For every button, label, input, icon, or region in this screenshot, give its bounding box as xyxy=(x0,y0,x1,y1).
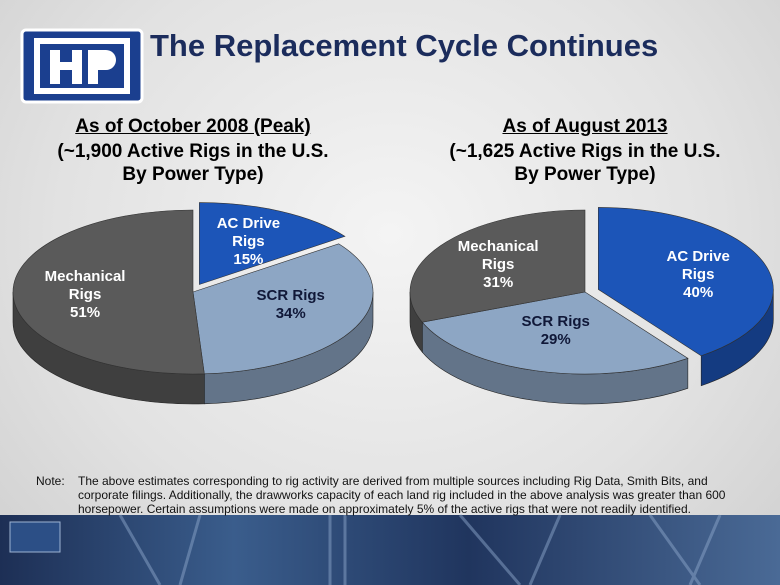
pie-slice xyxy=(409,209,586,323)
value-label: 31% xyxy=(483,274,514,292)
pie-label: SCR Rigs 29% xyxy=(508,313,604,349)
category-label: AC Drive Rigs xyxy=(666,248,730,284)
note-text: The above estimates corresponding to rig… xyxy=(78,474,726,516)
pie-label: AC Drive Rigs 15% xyxy=(200,215,296,269)
pie-slice xyxy=(598,207,774,357)
pie-slice xyxy=(192,243,374,375)
bottom-band xyxy=(0,514,780,585)
logo xyxy=(20,28,144,104)
value-label: 40% xyxy=(683,284,714,302)
note-label: Note: xyxy=(36,474,65,488)
pie-label: Mechanical Rigs 31% xyxy=(450,238,546,292)
pie-slice xyxy=(199,202,346,285)
value-label: 29% xyxy=(540,331,571,349)
category-label: SCR Rigs xyxy=(256,286,325,304)
chart-subtitle: (~1,900 Active Rigs in the U.S. xyxy=(57,141,329,162)
slide-title: The Replacement Cycle Continues xyxy=(150,28,659,63)
pie-slice xyxy=(421,291,689,375)
value-label: 51% xyxy=(70,303,101,321)
category-label: SCR Rigs xyxy=(521,313,590,331)
pie-label: Mechanical Rigs 51% xyxy=(37,268,133,322)
chart-subtitle: By Power Type) xyxy=(122,164,264,185)
category-label: AC Drive Rigs xyxy=(216,214,281,250)
value-label: 15% xyxy=(233,250,264,268)
chart-subtitle: By Power Type) xyxy=(514,164,656,185)
category-label: Mechanical Rigs xyxy=(44,267,126,303)
chart-title: As of October 2008 (Peak) xyxy=(75,116,311,137)
category-label: Mechanical Rigs xyxy=(457,238,539,274)
pie-slice xyxy=(12,209,205,375)
chart-subtitle: (~1,625 Active Rigs in the U.S. xyxy=(449,141,721,162)
pie-label: AC Drive Rigs 40% xyxy=(650,248,746,302)
pie-label: SCR Rigs 34% xyxy=(243,287,339,323)
chart-title: As of August 2013 xyxy=(502,116,668,137)
value-label: 34% xyxy=(275,304,306,322)
